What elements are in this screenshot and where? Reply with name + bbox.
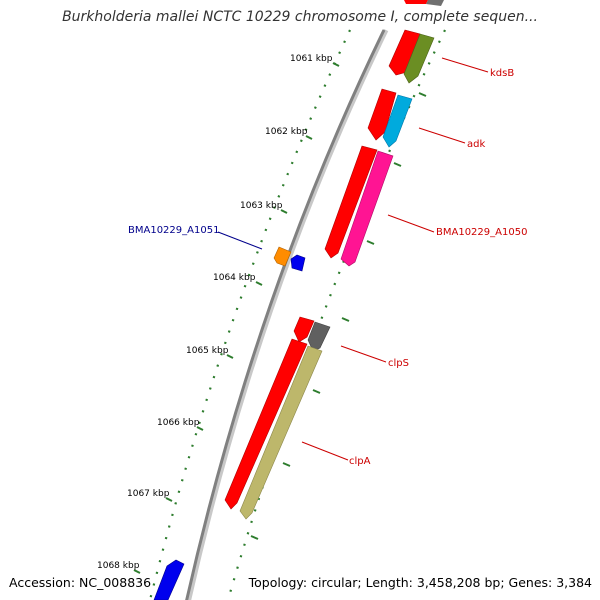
gene-BMA10229_A1050	[340, 150, 394, 267]
gene-feature-clpS-neighbor	[293, 316, 315, 343]
tick-label-1068: 1068 kbp	[97, 561, 140, 571]
genome-summary: Topology: circular; Length: 3,458,208 bp…	[248, 575, 592, 590]
gene-label-BMA10229_A1051[interactable]: BMA10229_A1051	[128, 225, 219, 236]
tick-label-1063: 1063 kbp	[240, 201, 283, 211]
gene-BMA10229_A1051	[273, 246, 292, 267]
gene-feature-clpA-neighbor	[224, 338, 308, 510]
reverse-genes	[153, 254, 306, 600]
gene-feature-blue-A1051	[290, 254, 306, 272]
gene-label-kdsB[interactable]: kdsB	[490, 68, 514, 79]
accession-label: Accession: NC_008836	[9, 575, 152, 590]
outer-major-ticks	[133, 62, 340, 574]
forward-genes	[224, 0, 428, 510]
gene-feature-A1050-neighbor	[324, 145, 378, 259]
colored-genes	[239, 0, 444, 520]
tick-label-1061: 1061 kbp	[290, 54, 333, 64]
gene-feature-top-red	[404, 0, 428, 4]
map-title: Burkholderia mallei NCTC 10229 chromosom…	[62, 9, 538, 25]
gene-adk	[382, 94, 413, 148]
gene-feature-grey-top	[426, 0, 444, 6]
gene-feature-blue-bottom	[153, 559, 185, 600]
tick-label-1064: 1064 kbp	[213, 273, 256, 283]
gene-label-BMA10229_A1050[interactable]: BMA10229_A1050	[436, 227, 527, 238]
gene-label-clpA[interactable]: clpA	[349, 456, 371, 467]
callout-lines	[217, 57, 489, 461]
tick-label-1066: 1066 kbp	[157, 418, 200, 428]
inner-major-ticks	[250, 92, 427, 540]
gene-label-clpS[interactable]: clpS	[388, 358, 409, 369]
gene-label-adk[interactable]: adk	[467, 139, 485, 150]
tick-label-1067: 1067 kbp	[127, 489, 170, 499]
backbone	[185, 29, 386, 600]
backbone-shadow	[186, 28, 389, 600]
ruler-inner	[226, 29, 446, 600]
gene-clpA	[239, 345, 323, 520]
gene-feature-adk-neighbor	[367, 88, 397, 141]
gene-feature-kdsB-neighbor	[388, 29, 421, 76]
gene-kdsB	[403, 33, 435, 84]
tick-label-1062: 1062 kbp	[265, 127, 308, 137]
tick-label-1065: 1065 kbp	[186, 346, 229, 356]
